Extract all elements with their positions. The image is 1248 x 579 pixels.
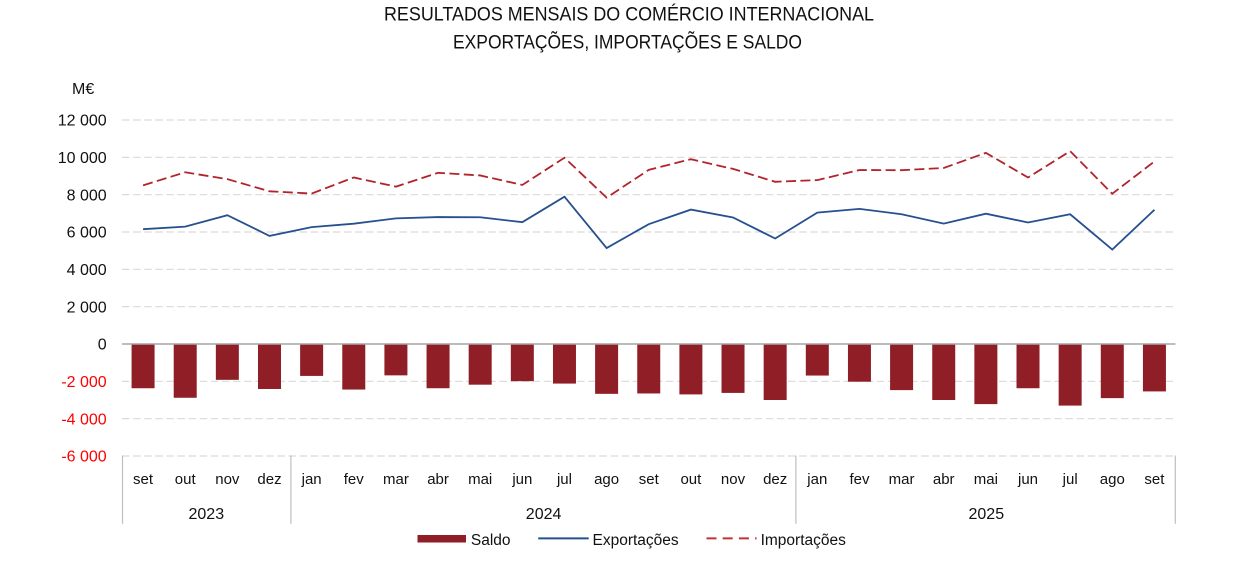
- svg-text:6 000: 6 000: [67, 225, 107, 242]
- svg-text:jun: jun: [511, 471, 532, 488]
- svg-text:dez: dez: [257, 471, 281, 488]
- svg-text:out: out: [175, 471, 197, 488]
- svg-text:2023: 2023: [189, 506, 225, 523]
- svg-text:RESULTADOS MENSAIS DO COMÉRCIO: RESULTADOS MENSAIS DO COMÉRCIO INTERNACI…: [384, 3, 874, 26]
- svg-text:mai: mai: [974, 471, 998, 488]
- svg-text:-4 000: -4 000: [61, 411, 106, 428]
- svg-text:dez: dez: [763, 471, 787, 488]
- svg-text:-2 000: -2 000: [61, 374, 106, 391]
- svg-text:10 000: 10 000: [58, 150, 107, 167]
- svg-text:mai: mai: [468, 471, 492, 488]
- svg-text:set: set: [133, 471, 154, 488]
- svg-text:nov: nov: [215, 471, 240, 488]
- svg-text:12 000: 12 000: [58, 113, 107, 130]
- svg-text:jul: jul: [1062, 471, 1078, 488]
- svg-text:mar: mar: [889, 471, 915, 488]
- svg-text:2024: 2024: [526, 506, 562, 523]
- svg-text:Exportações: Exportações: [593, 532, 679, 549]
- svg-text:ago: ago: [594, 471, 619, 488]
- svg-text:mar: mar: [383, 471, 409, 488]
- svg-text:abr: abr: [933, 471, 955, 488]
- svg-text:out: out: [680, 471, 702, 488]
- svg-text:set: set: [639, 471, 660, 488]
- svg-text:4 000: 4 000: [67, 262, 107, 279]
- svg-text:2 000: 2 000: [67, 299, 107, 316]
- svg-text:jan: jan: [301, 471, 322, 488]
- svg-text:Importações: Importações: [761, 532, 847, 549]
- svg-text:jun: jun: [1017, 471, 1038, 488]
- svg-text:EXPORTAÇÕES, IMPORTAÇÕES E SAL: EXPORTAÇÕES, IMPORTAÇÕES E SALDO: [453, 30, 802, 54]
- svg-text:jan: jan: [806, 471, 827, 488]
- svg-text:Saldo: Saldo: [471, 532, 511, 549]
- svg-text:fev: fev: [344, 471, 365, 488]
- svg-text:set: set: [1144, 471, 1165, 488]
- svg-text:2025: 2025: [969, 506, 1005, 523]
- svg-text:ago: ago: [1100, 471, 1125, 488]
- svg-text:jul: jul: [556, 471, 572, 488]
- svg-text:0: 0: [98, 337, 107, 354]
- svg-text:-6 000: -6 000: [61, 449, 106, 466]
- svg-text:8 000: 8 000: [67, 187, 107, 204]
- svg-text:abr: abr: [427, 471, 449, 488]
- svg-text:nov: nov: [721, 471, 746, 488]
- svg-text:fev: fev: [849, 471, 870, 488]
- svg-text:M€: M€: [72, 81, 94, 98]
